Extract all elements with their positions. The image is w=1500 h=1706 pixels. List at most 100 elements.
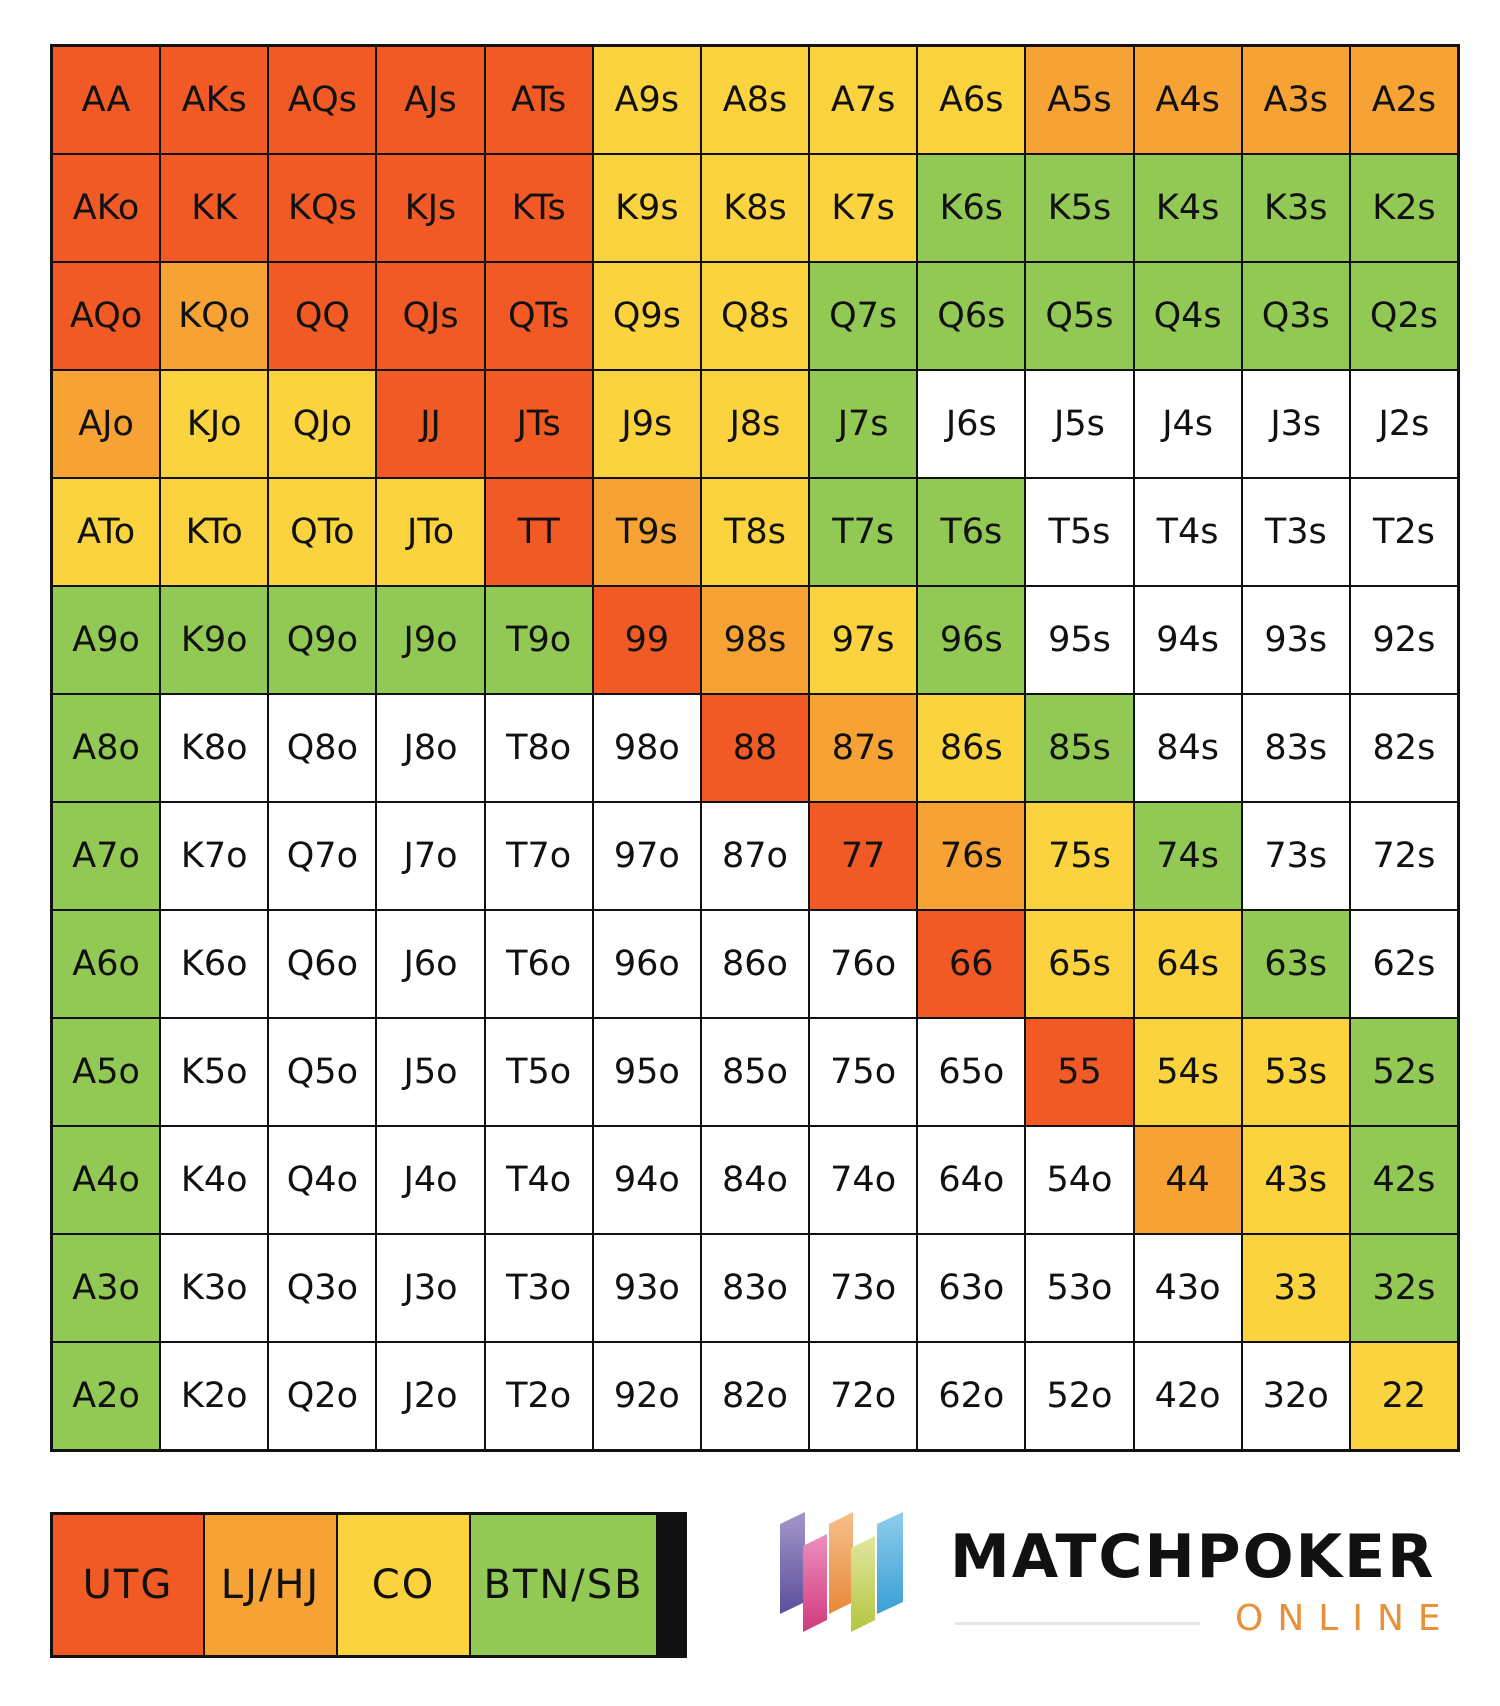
hand-cell: T3s [1242,479,1349,585]
hand-cell: Q4s [1134,263,1241,369]
hand-cell: A4s [1134,47,1241,153]
hand-cell: K2o [161,1343,268,1449]
hand-cell: J8o [377,695,484,801]
hand-cell: T2o [485,1343,592,1449]
hand-cell: 64s [1134,911,1241,1017]
hand-cell: Q3s [1242,263,1349,369]
hand-cell: Q3o [269,1235,376,1341]
hand-cell: 75s [1026,803,1133,909]
logo-sub-text: ONLINE [1235,1598,1455,1639]
hand-cell: J3o [377,1235,484,1341]
matchpoker-logo: MATCHPOKER ONLINE [775,1510,1441,1660]
hand-cell: AJo [53,371,160,477]
hand-cell: 53s [1242,1019,1349,1125]
hand-cell: Q2s [1350,263,1457,369]
hand-cell: 66 [918,911,1025,1017]
logo-brand-text: MATCHPOKER [950,1522,1436,1592]
hand-cell: K6s [918,155,1025,261]
legend-item: CO [338,1515,469,1655]
hand-cell: A6o [53,911,160,1017]
hand-cell: KK [161,155,268,261]
hand-cell: KTs [485,155,592,261]
hand-cell: K9s [593,155,700,261]
hand-cell: 84s [1134,695,1241,801]
hand-cell: 52s [1350,1019,1457,1125]
hand-cell: Q8s [701,263,809,369]
hand-cell: 72s [1350,803,1457,909]
hand-cell: QTs [485,263,592,369]
hand-cell: 82s [1350,695,1457,801]
hand-cell: 97o [593,803,700,909]
hand-cell: K7s [810,155,917,261]
hand-cell: K3o [161,1235,268,1341]
hand-cell: 99 [593,587,700,693]
hand-cell: Q7o [269,803,376,909]
hand-cell: 55 [1026,1019,1133,1125]
hand-cell: J3s [1242,371,1349,477]
hand-cell: AQo [53,263,160,369]
hand-cell: 74o [810,1127,917,1233]
hand-cell: J7o [377,803,484,909]
hand-cell: J8s [701,371,809,477]
hand-cell: K5o [161,1019,268,1125]
hand-cell: Q5o [269,1019,376,1125]
hand-cell: 83s [1242,695,1349,801]
hand-cell: K6o [161,911,268,1017]
hand-cell: AKo [53,155,160,261]
hand-cell: 32s [1350,1235,1457,1341]
hand-cell: A3o [53,1235,160,1341]
hand-cell: T7o [485,803,592,909]
hand-cell: AQs [269,47,376,153]
hand-cell: A9s [593,47,700,153]
hand-cell: 75o [810,1019,917,1125]
hand-cell: Q9s [593,263,700,369]
hand-cell: 96o [593,911,700,1017]
hand-cell: T4o [485,1127,592,1233]
hand-cell: 87o [701,803,809,909]
hand-cell: J2o [377,1343,484,1449]
hand-cell: 62o [918,1343,1025,1449]
hand-cell: 73s [1242,803,1349,909]
legend-item: BTN/SB [471,1515,656,1655]
logo-divider [955,1622,1200,1625]
hand-range-grid: AA AKs AQs AJs ATs A9s A8s A7s A6s A5s A4s A3s A2s AK… [50,44,1460,1452]
hand-cell: 92o [593,1343,700,1449]
hand-cell: K3s [1242,155,1349,261]
hand-cell: 84o [701,1127,809,1233]
hand-cell: T6o [485,911,592,1017]
hand-cell: QQ [269,263,376,369]
hand-cell: 42s [1350,1127,1457,1233]
hand-cell: KQs [269,155,376,261]
hand-cell: 92s [1350,587,1457,693]
hand-cell: K4s [1134,155,1241,261]
hand-cell: 83o [701,1235,809,1341]
hand-cell: J5o [377,1019,484,1125]
hand-cell: 86s [918,695,1025,801]
hand-cell: 62s [1350,911,1457,1017]
hand-cell: Q7s [810,263,917,369]
hand-cell: 88 [701,695,809,801]
hand-cell: J9s [593,371,700,477]
hand-cell: Q4o [269,1127,376,1233]
cards-logo-icon [780,1512,903,1632]
hand-cell: 44 [1134,1127,1241,1233]
hand-cell: AA [53,47,160,153]
hand-cell: KJo [161,371,268,477]
hand-cell: ATo [53,479,160,585]
hand-cell: 82o [701,1343,809,1449]
hand-cell: 52o [1026,1343,1133,1449]
hand-cell: 64o [918,1127,1025,1233]
hand-cell: T2s [1350,479,1457,585]
hand-cell: A2s [1350,47,1457,153]
legend-item: UTG [53,1515,203,1655]
hand-cell: A7o [53,803,160,909]
hand-cell: 94o [593,1127,700,1233]
hand-cell: 76s [918,803,1025,909]
hand-cell: ATs [485,47,592,153]
hand-cell: J6o [377,911,484,1017]
hand-cell: 95o [593,1019,700,1125]
hand-cell: J4o [377,1127,484,1233]
hand-cell: 73o [810,1235,917,1341]
hand-cell: K9o [161,587,268,693]
hand-cell: 76o [810,911,917,1017]
